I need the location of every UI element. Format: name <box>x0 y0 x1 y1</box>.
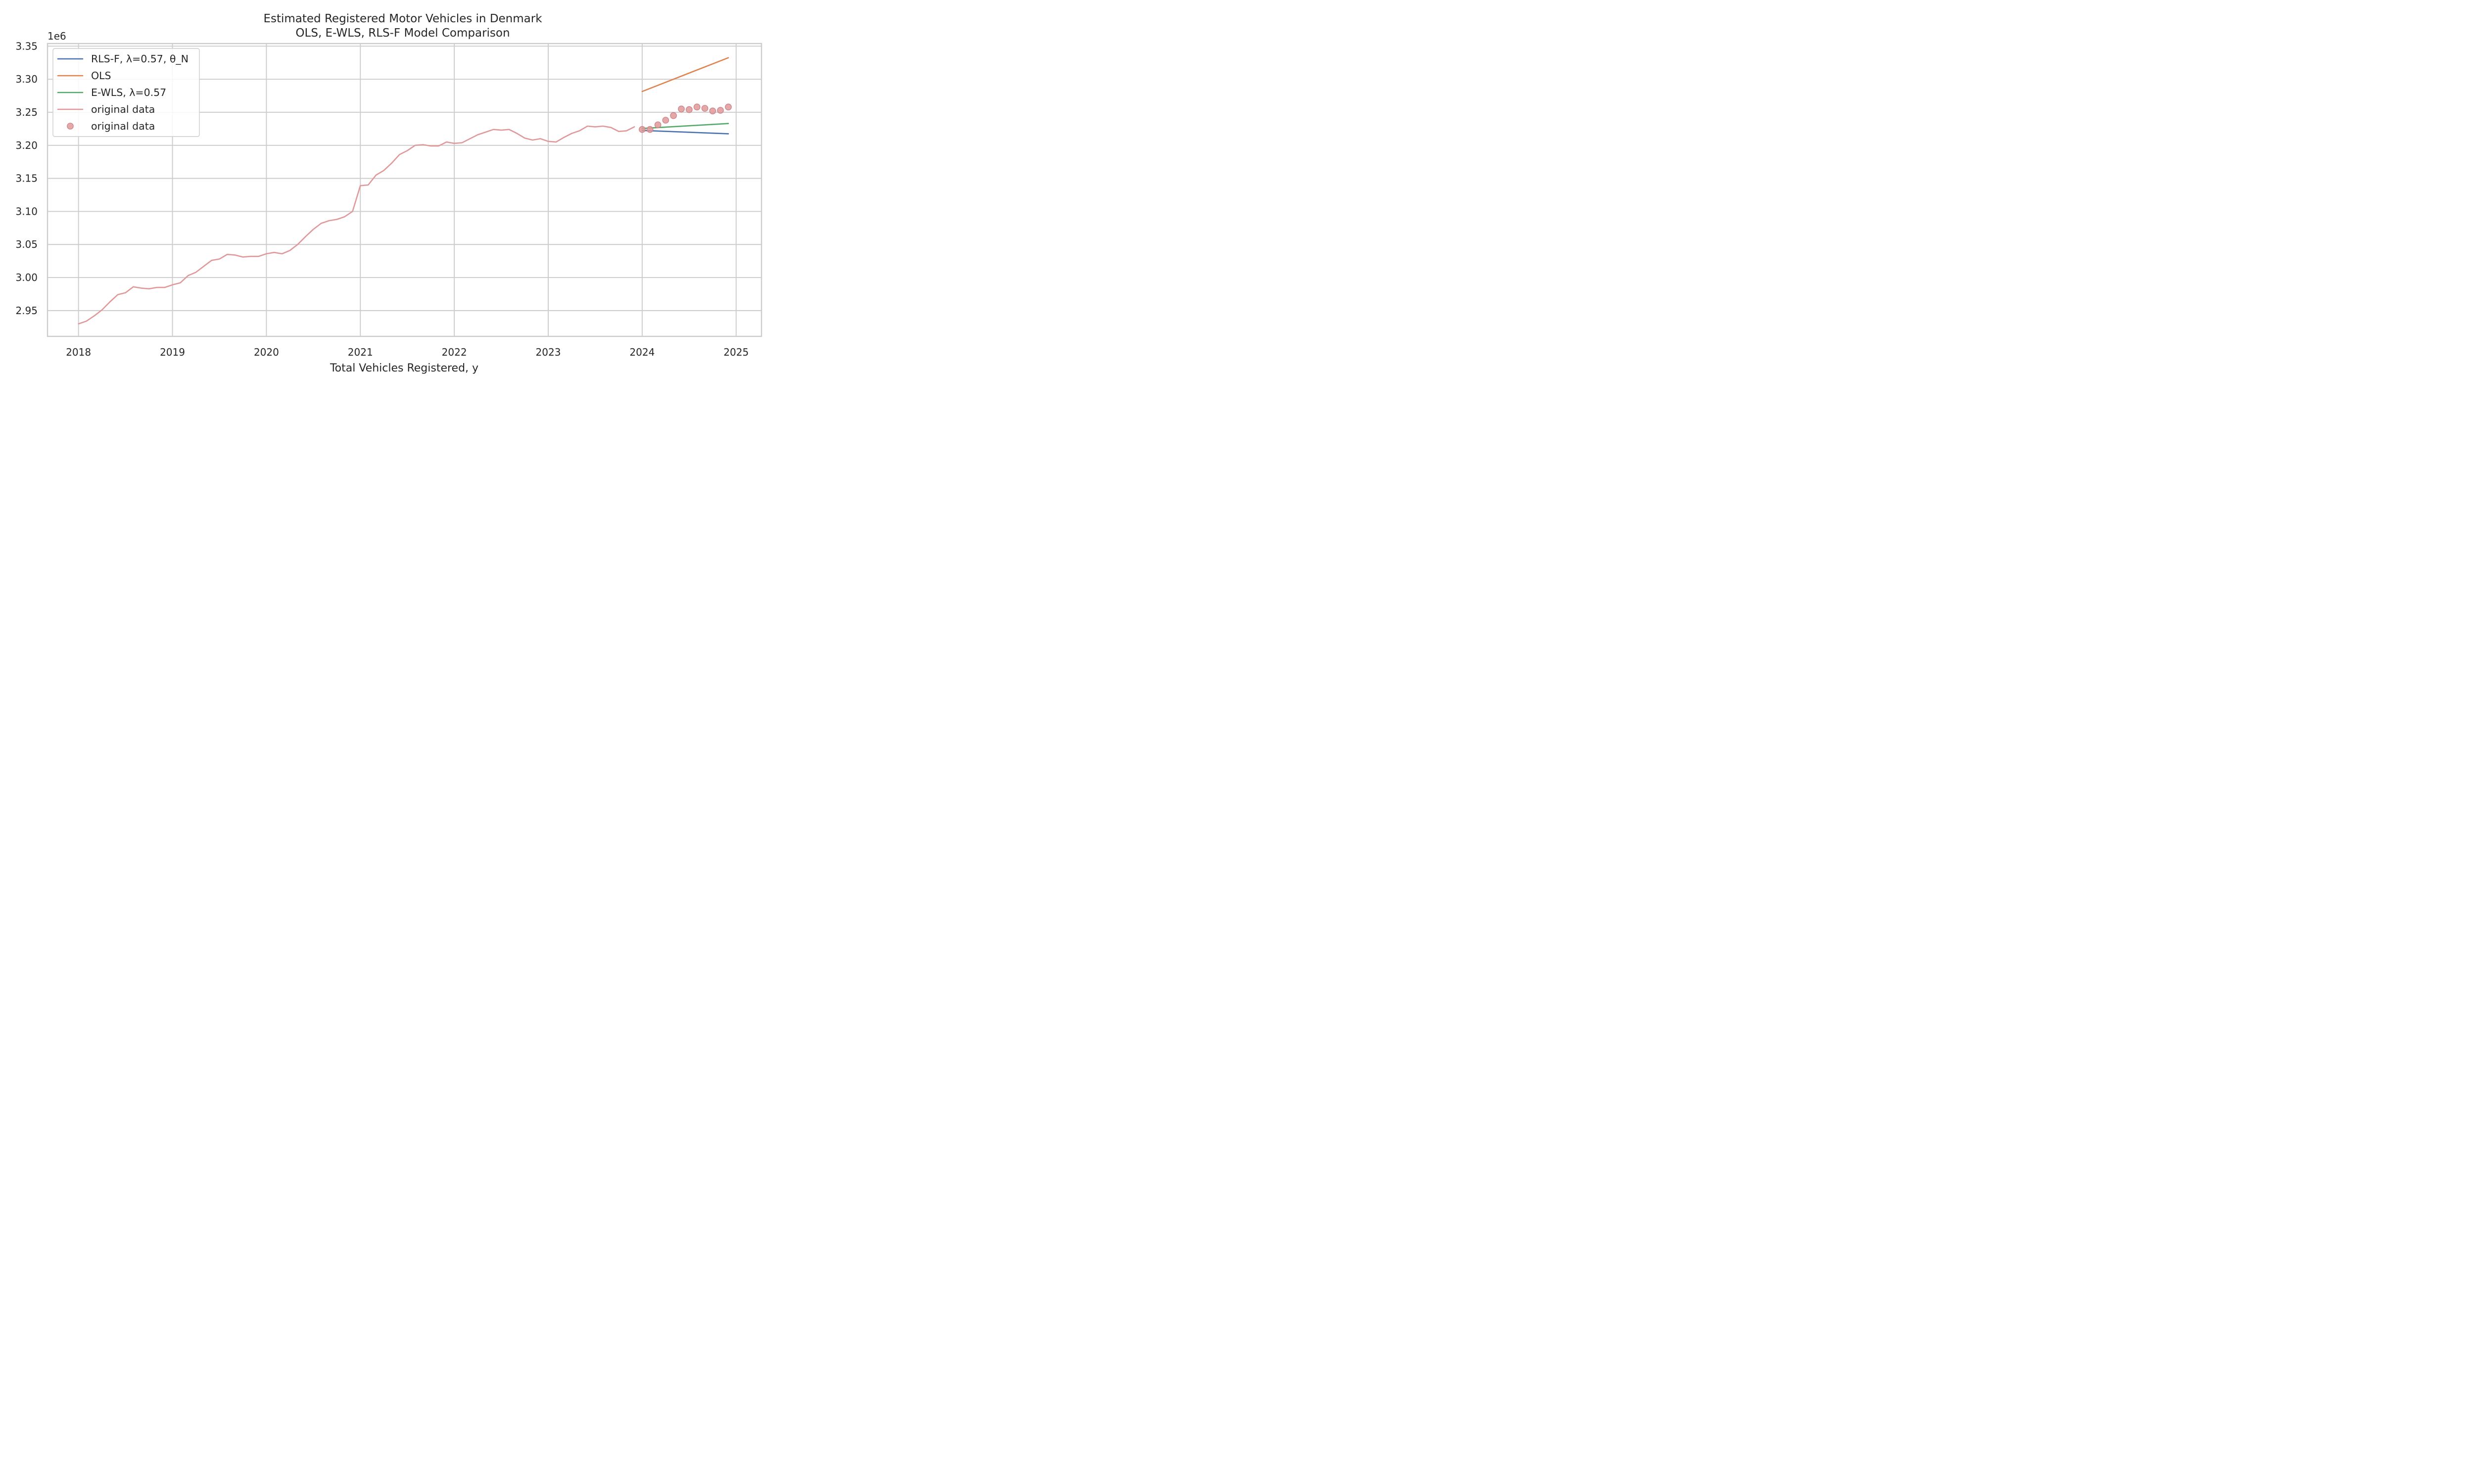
x-tick-label: 2024 <box>629 346 655 358</box>
y-tick-label: 3.10 <box>15 205 38 217</box>
y-tick-labels: 2.95 3.00 3.05 3.10 3.15 3.20 3.25 3.30 3.35 <box>15 40 38 317</box>
scatter-point <box>639 126 646 133</box>
legend: RLS-F, λ=0.57, θ_N OLS E-WLS, λ=0.57 origin… <box>52 48 200 137</box>
y-tick-label: 3.30 <box>15 73 38 85</box>
chart-title: Estimated Registered Motor Vehicles in D… <box>263 12 542 25</box>
x-tick-label: 2022 <box>442 346 467 358</box>
y-tick-label: 2.95 <box>15 305 38 317</box>
scatter-point <box>646 126 654 133</box>
scatter-point <box>654 121 662 129</box>
scatter-point <box>678 105 685 113</box>
x-tick-label: 2019 <box>160 346 185 358</box>
scatter-point <box>670 112 677 119</box>
legend-label: original data <box>91 103 155 115</box>
chart-subtitle: OLS, E-WLS, RLS-F Model Comparison <box>295 27 510 40</box>
legend-label: RLS-F, λ=0.57, θ_N <box>91 53 189 65</box>
legend-label: OLS <box>91 70 111 82</box>
plot-frame <box>47 43 762 337</box>
scatter-point <box>717 107 724 114</box>
scatter-point <box>686 106 693 113</box>
grid-lines <box>48 44 761 336</box>
x-tick-labels: 2018 2019 2020 2021 2022 2023 2024 2025 <box>66 346 749 358</box>
x-tick-label: 2023 <box>536 346 561 358</box>
plot-series <box>78 57 732 325</box>
y-tick-label: 3.25 <box>15 106 38 118</box>
legend-box <box>52 48 200 137</box>
scatter-point <box>709 107 716 115</box>
x-axis-label: Total Vehicles Registered, y <box>330 362 478 374</box>
legend-label: original data <box>91 120 155 132</box>
legend-swatch-marker <box>67 123 74 130</box>
series-line-1 <box>641 57 729 93</box>
legend-label: E-WLS, λ=0.57 <box>91 87 166 98</box>
scatter-point <box>725 103 732 111</box>
scatter-point <box>693 103 701 111</box>
y-tick-label: 3.35 <box>15 40 38 52</box>
y-tick-label: 3.00 <box>15 272 38 283</box>
scatter-point <box>662 117 669 124</box>
y-offset-label: 1e6 <box>48 30 66 42</box>
legend-entries: RLS-F, λ=0.57, θ_N OLS E-WLS, λ=0.57 origin… <box>57 53 189 132</box>
series-line-3 <box>78 125 635 325</box>
y-tick-label: 3.05 <box>15 238 38 250</box>
x-tick-label: 2021 <box>348 346 373 358</box>
chart: Estimated Registered Motor Vehicles in D… <box>0 0 776 388</box>
y-tick-label: 3.20 <box>15 139 38 151</box>
x-tick-label: 2025 <box>723 346 749 358</box>
series-line-0 <box>641 130 729 135</box>
scatter-point <box>701 105 709 112</box>
x-tick-label: 2018 <box>66 346 91 358</box>
x-tick-label: 2020 <box>254 346 279 358</box>
y-tick-label: 3.15 <box>15 173 38 185</box>
